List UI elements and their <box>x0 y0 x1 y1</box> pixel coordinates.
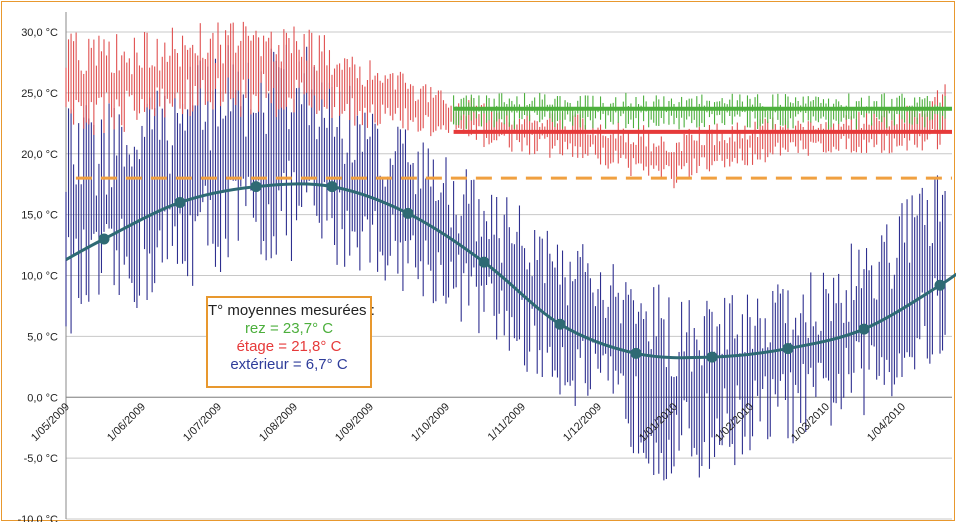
monthly-mean-point <box>934 279 946 291</box>
x-tick-label: 1/09/2009 <box>333 401 376 444</box>
x-tick-label: 1/12/2009 <box>561 401 604 444</box>
monthly-mean-point <box>402 207 414 219</box>
monthly-mean-line <box>65 182 956 360</box>
monthly-mean-point <box>782 343 794 355</box>
y-tick-label: -10,0 °C <box>18 514 59 522</box>
monthly-mean-point <box>858 323 870 335</box>
monthly-mean-point <box>630 347 642 359</box>
mean-temperatures-box: T° moyennes mesurées : rez = 23,7° C éta… <box>206 296 375 388</box>
legend-etage: étage = 21,8° C <box>236 338 342 355</box>
x-tick-label: 1/03/2010 <box>789 401 832 444</box>
y-tick-label: -5,0 °C <box>24 453 58 465</box>
x-tick-label: 1/06/2009 <box>105 401 148 444</box>
monthly-mean-point <box>250 181 262 193</box>
x-tick-label: 1/07/2009 <box>181 401 224 444</box>
monthly-mean-point <box>326 181 338 193</box>
x-tick-label: 1/04/2010 <box>865 401 908 444</box>
y-tick-label: 20,0 °C <box>21 149 58 161</box>
monthly-mean-point <box>98 233 110 245</box>
monthly-mean-point <box>478 256 490 268</box>
legend-rez: rez = 23,7° C <box>244 320 334 337</box>
y-tick-label: 5,0 °C <box>27 331 58 343</box>
legend-title: T° moyennes mesurées : <box>208 302 375 319</box>
x-tick-label: 1/08/2009 <box>257 401 300 444</box>
x-tick-label: 1/11/2009 <box>486 401 529 444</box>
y-tick-label: 0,0 °C <box>27 392 58 404</box>
legend-exterieur: extérieur = 6,7° C <box>230 356 348 373</box>
y-tick-label: 25,0 °C <box>21 88 58 100</box>
monthly-mean-point <box>706 351 718 363</box>
y-tick-label: 30,0 °C <box>21 27 58 39</box>
monthly-mean-point <box>554 318 566 330</box>
x-tick-label: 1/10/2009 <box>409 401 452 444</box>
monthly-mean-point <box>174 196 186 208</box>
y-tick-label: 10,0 °C <box>21 271 58 283</box>
y-tick-label: 15,0 °C <box>21 210 58 222</box>
